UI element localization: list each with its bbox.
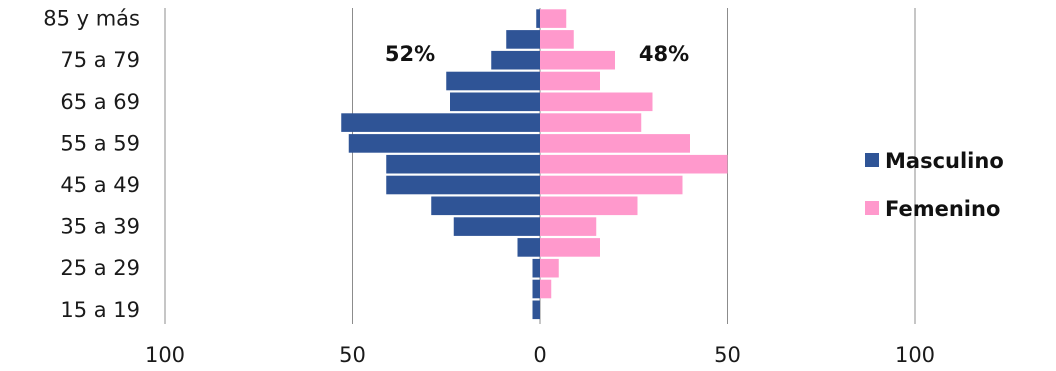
bar-masculino — [536, 9, 540, 28]
category-label: 15 a 19 — [60, 298, 140, 322]
x-tick-label: 0 — [533, 343, 546, 367]
bar-masculino — [386, 154, 540, 174]
bar-femenino — [540, 71, 600, 91]
male-percentage-label: 52% — [385, 42, 435, 66]
category-label: 55 a 59 — [60, 131, 140, 155]
legend-swatch-femenino — [865, 201, 879, 215]
category-label: 85 y más — [43, 7, 140, 31]
bar-femenino — [540, 113, 642, 132]
bar-femenino — [540, 30, 574, 49]
legend-swatch-masculino — [865, 153, 879, 167]
category-label: 65 a 69 — [60, 90, 140, 114]
bar-masculino — [431, 196, 540, 216]
category-labels: 15 a 19 25 a 29 35 a 39 45 a 49 55 a 59 65 a … — [43, 7, 140, 322]
category-label: 75 a 79 — [60, 48, 140, 72]
legend-label-femenino: Femenino — [885, 197, 1000, 221]
bar-femenino — [540, 196, 638, 216]
bar-femenino — [540, 217, 597, 236]
bar-masculino — [506, 30, 540, 49]
bar-masculino — [341, 113, 540, 132]
category-label: 25 a 29 — [60, 256, 140, 280]
legend-label-masculino: Masculino — [885, 149, 1004, 173]
category-label: 45 a 49 — [60, 173, 140, 197]
bar-femenino — [540, 134, 690, 153]
x-tick-label: 100 — [895, 343, 935, 367]
bar-masculino — [386, 175, 540, 195]
legend: Masculino Femenino — [865, 149, 1004, 221]
bar-masculino — [446, 71, 540, 91]
bar-femenino — [540, 175, 683, 195]
bar-masculino — [532, 279, 540, 299]
bar-femenino — [540, 238, 600, 257]
x-axis-tick-labels: 100 50 0 50 100 — [145, 343, 935, 367]
bar-femenino — [540, 154, 728, 174]
bar-masculino — [491, 50, 540, 70]
bar-masculino — [450, 92, 540, 112]
bars — [341, 9, 728, 320]
bar-masculino — [517, 238, 540, 257]
x-tick-label: 50 — [714, 343, 741, 367]
bar-femenino — [540, 279, 552, 299]
bar-masculino — [348, 134, 540, 153]
bar-femenino — [540, 92, 653, 112]
bar-masculino — [532, 300, 540, 320]
bar-masculino — [532, 258, 540, 278]
category-label: 35 a 39 — [60, 215, 140, 239]
x-tick-label: 50 — [339, 343, 366, 367]
x-tick-label: 100 — [145, 343, 185, 367]
bar-masculino — [453, 217, 540, 236]
bar-femenino — [540, 50, 615, 70]
bar-femenino — [540, 258, 559, 278]
bar-femenino — [540, 9, 567, 28]
female-percentage-label: 48% — [639, 42, 689, 66]
